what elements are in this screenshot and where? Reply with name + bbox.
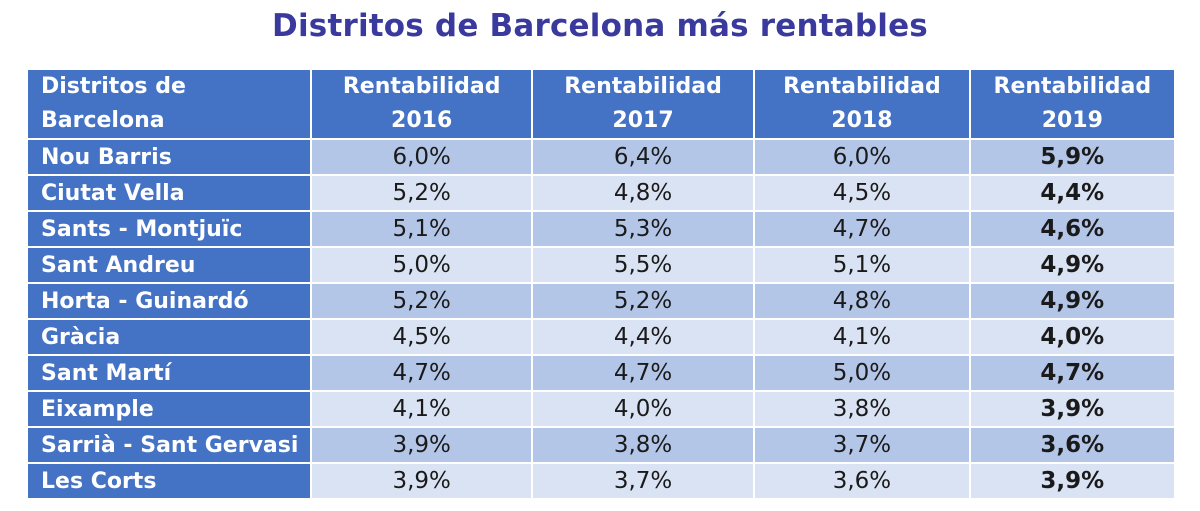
- header-district: Distritos de Barcelona: [28, 70, 311, 138]
- value-2017: 6,4%: [532, 140, 754, 174]
- district-name: Ciutat Vella: [28, 176, 311, 210]
- value-2016: 5,2%: [312, 284, 531, 318]
- header-district-line2: Barcelona: [41, 108, 165, 133]
- value-2016: 5,0%: [312, 248, 531, 282]
- district-name: Les Corts: [28, 464, 311, 498]
- header-2018: Rentabilidad 2018: [755, 70, 969, 138]
- value-2019: 4,9%: [970, 284, 1174, 318]
- page-title: Distritos de Barcelona más rentables: [272, 8, 928, 44]
- value-2019: 3,9%: [970, 464, 1174, 498]
- value-2017: 4,7%: [532, 356, 754, 390]
- value-2017: 4,0%: [532, 392, 754, 426]
- value-2018: 3,6%: [755, 464, 969, 498]
- value-2016: 3,9%: [312, 428, 531, 462]
- table-row: Sants - Montjuïc 5,1% 5,3% 4,7% 4,6%: [28, 212, 1174, 246]
- value-2016: 6,0%: [312, 140, 531, 174]
- value-2019: 3,9%: [970, 392, 1174, 426]
- table-row: Horta - Guinardó 5,2% 5,2% 4,8% 4,9%: [28, 284, 1174, 318]
- header-2016-line2: 2016: [391, 108, 453, 133]
- value-2016: 5,2%: [312, 176, 531, 210]
- value-2018: 3,8%: [755, 392, 969, 426]
- district-name: Nou Barris: [28, 140, 311, 174]
- value-2019: 3,6%: [970, 428, 1174, 462]
- value-2017: 4,4%: [532, 320, 754, 354]
- value-2017: 5,5%: [532, 248, 754, 282]
- header-row: Distritos de Barcelona Rentabilidad 2016…: [28, 70, 1174, 138]
- table-row: Sant Martí 4,7% 4,7% 5,0% 4,7%: [28, 356, 1174, 390]
- district-name: Horta - Guinardó: [28, 284, 311, 318]
- value-2018: 4,5%: [755, 176, 969, 210]
- district-name: Sant Martí: [28, 356, 311, 390]
- value-2019: 4,4%: [970, 176, 1174, 210]
- header-2019: Rentabilidad 2019: [970, 70, 1174, 138]
- value-2016: 4,5%: [312, 320, 531, 354]
- district-name: Sarrià - Sant Gervasi: [28, 428, 311, 462]
- value-2017: 4,8%: [532, 176, 754, 210]
- value-2018: 3,7%: [755, 428, 969, 462]
- district-name: Sants - Montjuïc: [28, 212, 311, 246]
- header-2018-line1: Rentabilidad: [783, 74, 941, 99]
- value-2018: 5,1%: [755, 248, 969, 282]
- district-name: Sant Andreu: [28, 248, 311, 282]
- table-row: Les Corts 3,9% 3,7% 3,6% 3,9%: [28, 464, 1174, 498]
- value-2019: 4,9%: [970, 248, 1174, 282]
- value-2016: 5,1%: [312, 212, 531, 246]
- header-2016-line1: Rentabilidad: [342, 74, 501, 99]
- header-2019-line1: Rentabilidad: [993, 74, 1152, 99]
- table-row: Eixample 4,1% 4,0% 3,8% 3,9%: [28, 392, 1174, 426]
- value-2016: 4,7%: [312, 356, 531, 390]
- header-2017-line2: 2017: [612, 108, 674, 133]
- value-2019: 4,6%: [970, 212, 1174, 246]
- value-2017: 5,2%: [532, 284, 754, 318]
- value-2017: 3,8%: [532, 428, 754, 462]
- header-2017: Rentabilidad 2017: [532, 70, 754, 138]
- table-row: Sarrià - Sant Gervasi 3,9% 3,8% 3,7% 3,6…: [28, 428, 1174, 462]
- value-2017: 5,3%: [532, 212, 754, 246]
- header-2019-line2: 2019: [1041, 108, 1103, 133]
- header-2017-line1: Rentabilidad: [564, 74, 722, 99]
- district-name: Gràcia: [28, 320, 311, 354]
- value-2016: 4,1%: [312, 392, 531, 426]
- value-2018: 4,8%: [755, 284, 969, 318]
- value-2019: 5,9%: [970, 140, 1174, 174]
- value-2018: 5,0%: [755, 356, 969, 390]
- value-2019: 4,7%: [970, 356, 1174, 390]
- value-2018: 6,0%: [755, 140, 969, 174]
- district-name: Eixample: [28, 392, 311, 426]
- value-2017: 3,7%: [532, 464, 754, 498]
- table-row: Sant Andreu 5,0% 5,5% 5,1% 4,9%: [28, 248, 1174, 282]
- value-2018: 4,7%: [755, 212, 969, 246]
- table-row: Gràcia 4,5% 4,4% 4,1% 4,0%: [28, 320, 1174, 354]
- value-2019: 4,0%: [970, 320, 1174, 354]
- table-row: Nou Barris 6,0% 6,4% 6,0% 5,9%: [28, 140, 1174, 174]
- header-district-line1: Distritos de: [41, 74, 186, 99]
- value-2018: 4,1%: [755, 320, 969, 354]
- profitability-table: Distritos de Barcelona Rentabilidad 2016…: [26, 68, 1176, 500]
- header-2016: Rentabilidad 2016: [312, 70, 531, 138]
- header-2018-line2: 2018: [831, 108, 893, 133]
- table-row: Ciutat Vella 5,2% 4,8% 4,5% 4,4%: [28, 176, 1174, 210]
- value-2016: 3,9%: [312, 464, 531, 498]
